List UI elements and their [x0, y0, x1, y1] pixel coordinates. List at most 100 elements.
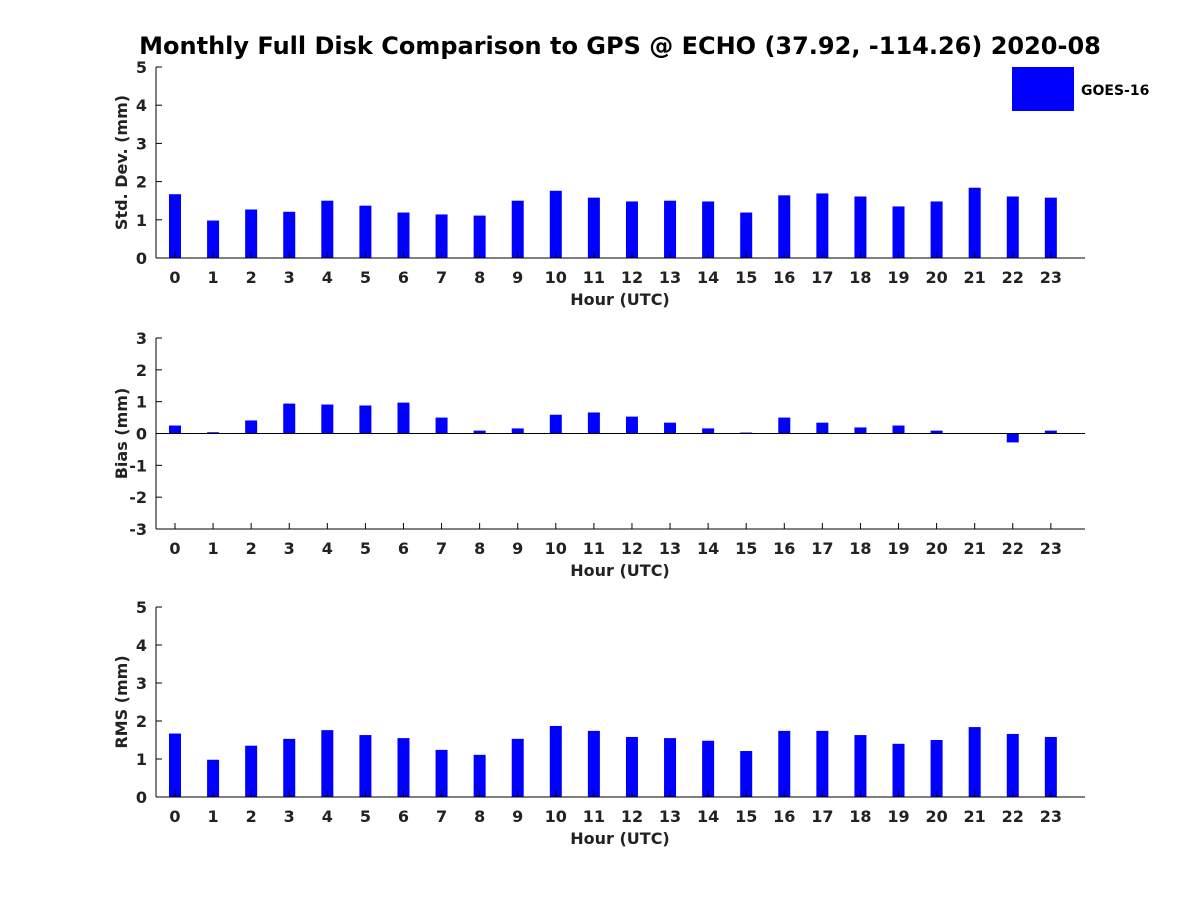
- x-tick-label-rms: 8: [474, 807, 485, 826]
- x-tick-label-rms: 23: [1040, 807, 1062, 826]
- bar-bias-8: [473, 430, 486, 434]
- bar-bias-4: [321, 404, 334, 434]
- bar-rms-1: [207, 759, 220, 797]
- bar-std-9: [511, 200, 524, 258]
- x-tick-label-std: 0: [169, 268, 180, 287]
- x-tick-label-rms: 17: [811, 807, 833, 826]
- bar-rms-21: [968, 727, 981, 797]
- x-tick-label-std: 18: [849, 268, 871, 287]
- x-tick-label-bias: 22: [1002, 539, 1024, 558]
- bar-rms-12: [625, 736, 638, 797]
- x-tick-label-std: 1: [208, 268, 219, 287]
- x-tick-label-std: 10: [545, 268, 567, 287]
- x-tick-label-std: 4: [322, 268, 333, 287]
- x-tick-label-rms: 22: [1002, 807, 1024, 826]
- bar-rms-4: [321, 730, 334, 797]
- x-tick-label-rms: 10: [545, 807, 567, 826]
- bar-bias-9: [511, 428, 524, 434]
- bar-rms-13: [664, 738, 677, 797]
- bar-bias-14: [702, 428, 715, 434]
- y-tick-label-bias: 3: [136, 329, 147, 348]
- x-tick-label-bias: 20: [925, 539, 947, 558]
- x-tick-label-std: 21: [964, 268, 986, 287]
- x-tick-label-bias: 4: [322, 539, 333, 558]
- x-tick-label-rms: 21: [964, 807, 986, 826]
- bar-std-15: [740, 212, 753, 258]
- y-tick-label-rms: 1: [136, 750, 147, 769]
- bar-rms-22: [1006, 733, 1019, 797]
- x-tick-label-rms: 12: [621, 807, 643, 826]
- x-tick-label-rms: 19: [887, 807, 909, 826]
- bar-std-4: [321, 200, 334, 258]
- y-tick-label-bias: 0: [136, 425, 147, 444]
- x-tick-label-bias: 14: [697, 539, 719, 558]
- x-tick-label-std: 8: [474, 268, 485, 287]
- x-tick-label-std: 22: [1002, 268, 1024, 287]
- y-tick-label-std: 1: [136, 211, 147, 230]
- x-tick-label-bias: 2: [246, 539, 257, 558]
- y-tick-label-bias: 1: [136, 393, 147, 412]
- bar-std-11: [587, 197, 600, 258]
- bar-rms-0: [169, 733, 181, 797]
- bar-std-20: [930, 201, 943, 258]
- bar-bias-19: [892, 425, 905, 434]
- bar-std-7: [435, 214, 448, 258]
- x-tick-label-bias: 15: [735, 539, 757, 558]
- y-tick-label-rms: 5: [136, 598, 147, 617]
- bar-rms-11: [587, 730, 600, 797]
- x-tick-label-bias: 9: [512, 539, 523, 558]
- y-tick-label-rms: 3: [136, 674, 147, 693]
- bar-bias-7: [435, 417, 448, 434]
- x-tick-label-rms: 1: [208, 807, 219, 826]
- x-tick-label-rms: 20: [925, 807, 947, 826]
- x-tick-label-std: 6: [398, 268, 409, 287]
- bar-std-23: [1044, 197, 1057, 258]
- x-tick-label-std: 17: [811, 268, 833, 287]
- x-tick-label-bias: 16: [773, 539, 795, 558]
- bar-std-6: [397, 212, 410, 258]
- y-axis-label-rms: RMS (mm): [112, 655, 131, 748]
- x-tick-label-bias: 21: [964, 539, 986, 558]
- bar-rms-15: [740, 751, 753, 797]
- bar-std-21: [968, 187, 981, 258]
- bar-bias-18: [854, 427, 867, 434]
- y-tick-label-bias: 2: [136, 361, 147, 380]
- bar-std-10: [549, 190, 562, 258]
- bar-std-17: [816, 193, 829, 258]
- x-tick-label-std: 9: [512, 268, 523, 287]
- x-axis-label-rms: Hour (UTC): [570, 829, 670, 848]
- x-tick-label-rms: 0: [169, 807, 180, 826]
- bar-bias-13: [664, 422, 677, 434]
- x-tick-label-bias: 7: [436, 539, 447, 558]
- y-tick-label-std: 2: [136, 173, 147, 192]
- x-tick-label-rms: 5: [360, 807, 371, 826]
- bar-rms-10: [549, 725, 562, 797]
- bar-bias-16: [778, 417, 791, 434]
- x-tick-label-std: 11: [583, 268, 605, 287]
- bar-bias-23: [1044, 430, 1057, 434]
- bar-std-5: [359, 205, 372, 258]
- bar-std-18: [854, 196, 867, 258]
- bar-std-22: [1006, 196, 1019, 258]
- bar-std-2: [245, 209, 258, 258]
- x-tick-label-rms: 4: [322, 807, 333, 826]
- x-tick-label-std: 13: [659, 268, 681, 287]
- x-tick-label-std: 12: [621, 268, 643, 287]
- x-tick-label-bias: 17: [811, 539, 833, 558]
- bar-std-0: [169, 194, 181, 258]
- bar-rms-14: [702, 740, 715, 797]
- y-tick-label-bias: -1: [129, 456, 147, 475]
- bar-rms-19: [892, 743, 905, 797]
- bar-rms-2: [245, 745, 258, 797]
- bar-rms-17: [816, 730, 829, 797]
- bar-rms-3: [283, 738, 296, 797]
- x-tick-label-rms: 14: [697, 807, 719, 826]
- x-tick-label-rms: 15: [735, 807, 757, 826]
- x-tick-label-bias: 18: [849, 539, 871, 558]
- bar-bias-10: [549, 414, 562, 434]
- x-tick-label-rms: 11: [583, 807, 605, 826]
- bar-bias-11: [587, 412, 600, 434]
